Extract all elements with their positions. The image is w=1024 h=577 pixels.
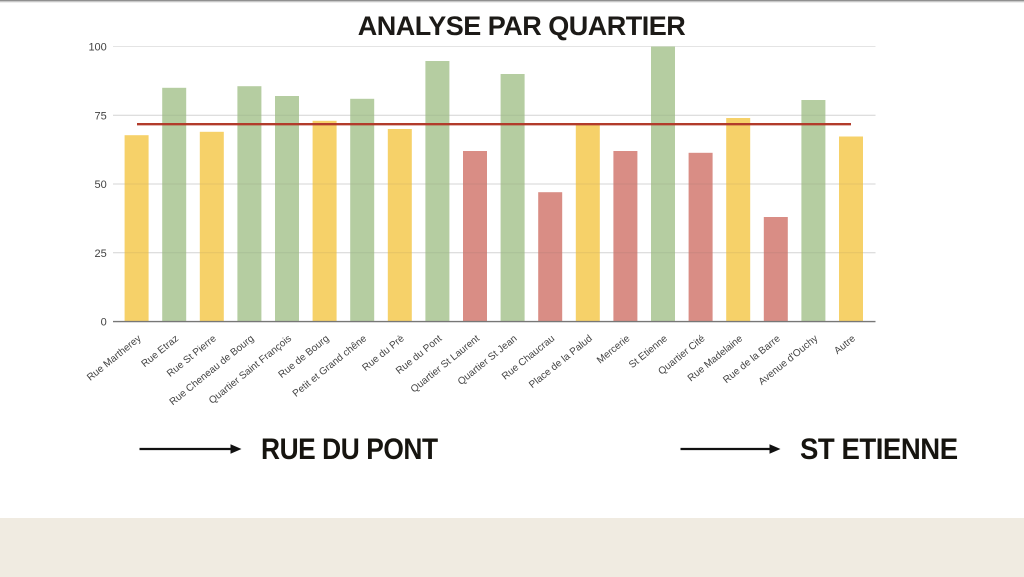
svg-text:Petit et Grand chêne: Petit et Grand chêne — [291, 333, 370, 400]
svg-text:Autre: Autre — [832, 333, 858, 357]
svg-text:Quartier St Laurent: Quartier St Laurent — [409, 333, 482, 395]
svg-text:100: 100 — [88, 42, 106, 54]
svg-text:0: 0 — [101, 317, 107, 329]
svg-text:50: 50 — [95, 179, 107, 191]
svg-text:25: 25 — [95, 248, 107, 260]
svg-text:75: 75 — [95, 110, 107, 122]
svg-text:Place de la Palud: Place de la Palud — [527, 333, 594, 391]
svg-text:Rue Martherey: Rue Martherey — [85, 333, 143, 383]
